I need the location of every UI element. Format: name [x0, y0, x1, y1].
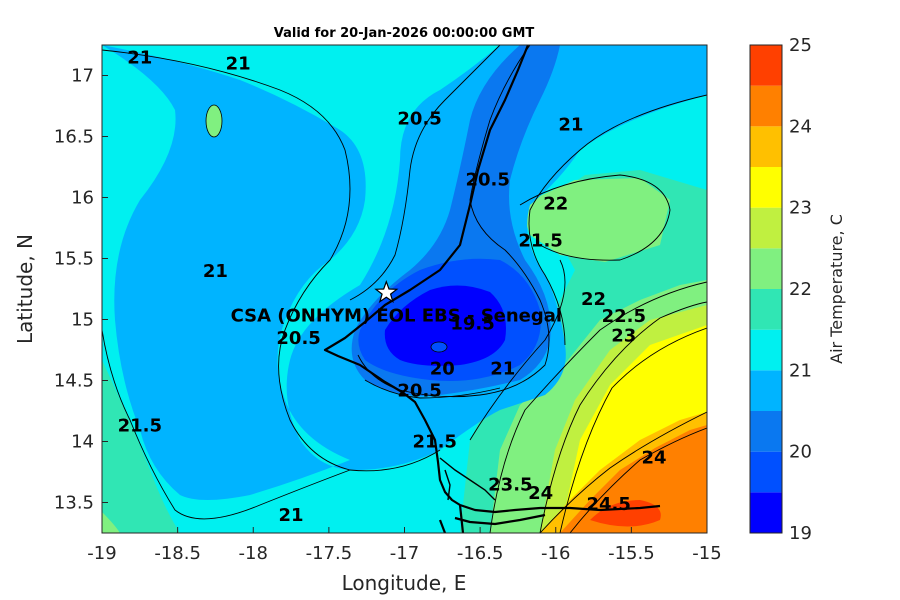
band-19 [384, 285, 506, 366]
colorbar-segment [750, 85, 782, 127]
y-tick-label: 15.5 [54, 249, 94, 270]
x-tick-label: -17.5 [306, 543, 353, 564]
contour-label: 21 [558, 114, 583, 135]
colorbar-segment [750, 411, 782, 452]
contour-label: 22 [581, 289, 606, 310]
contour-label: 20.5 [397, 380, 441, 401]
colorbar-segment [750, 289, 782, 330]
contour-label: 24.5 [586, 494, 630, 515]
colorbar-tick-label: 23 [789, 198, 812, 219]
colorbar-segment [750, 207, 782, 249]
colorbar-segment [750, 248, 782, 289]
colorbar-tick-label: 22 [789, 279, 812, 300]
x-tick-label: -15 [692, 543, 721, 564]
colorbar [750, 45, 782, 533]
contour-label: 21.5 [518, 230, 562, 251]
colorbar-tick-label: 25 [789, 35, 812, 56]
colorbar-segment [750, 370, 782, 411]
colorbar-segment [750, 167, 782, 208]
colorbar-tick-label: 24 [789, 116, 812, 137]
y-tick-label: 16 [71, 188, 94, 209]
station-star-icon[interactable] [374, 279, 399, 304]
contour-label: 24 [528, 483, 553, 504]
colorbar-segment [750, 126, 782, 167]
contour-label: 24 [642, 447, 667, 468]
x-axis-ticks: -19 -18.5 -18 -17.5 -17 -16.5 -16 -15.5 -15 [87, 527, 722, 564]
contour-label: 21 [203, 261, 228, 282]
colorbar-tick-label: 19 [789, 523, 812, 544]
colorbar-ticks: 19 20 21 22 23 24 25 [789, 35, 812, 544]
contour-label: 23.5 [488, 474, 532, 495]
plot-title: Valid for 20-Jan-2026 00:00:00 GMT [274, 26, 535, 41]
contour-label: 21 [490, 358, 515, 379]
x-tick-label: -18.5 [154, 543, 201, 564]
contour-label: 20 [430, 358, 455, 379]
band-22 [520, 178, 670, 262]
band-24 [560, 425, 707, 533]
band-22-southwest [102, 512, 120, 533]
contour-label: 20.5 [465, 169, 509, 190]
x-tick-label: -16 [541, 543, 570, 564]
contour-label: 21 [226, 53, 251, 74]
x-tick-label: -17 [390, 543, 419, 564]
station-marker-group[interactable]: CSA (ONHYM) EOL EBS - Senegal [231, 279, 563, 327]
y-tick-label: 14.5 [54, 371, 94, 392]
contour-lines [102, 45, 707, 533]
y-axis-label: Latitude, N [13, 234, 37, 344]
contour-label: 21 [127, 47, 152, 68]
x-tick-label: -19 [87, 543, 116, 564]
y-tick-label: 15 [71, 310, 94, 331]
contour-label: 21.5 [413, 432, 457, 453]
colorbar-label: Air Temperature, C [827, 214, 846, 364]
contour-label: 23 [611, 325, 636, 346]
contour-label: 22 [543, 194, 568, 215]
x-tick-label: -15.5 [608, 543, 655, 564]
y-tick-label: 14 [71, 432, 94, 453]
colorbar-frame [749, 44, 783, 534]
x-axis-label: Longitude, E [342, 571, 467, 595]
colorbar-segment [750, 45, 782, 86]
band-20-5 [102, 45, 707, 500]
colorbar-segment [750, 492, 782, 533]
colorbar-segment [750, 329, 782, 371]
contour-label: 19.5 [450, 313, 494, 334]
contour-label: 21.5 [118, 416, 162, 437]
colorbar-tick-label: 20 [789, 442, 812, 463]
band-21-5-west [102, 360, 180, 533]
contour-label: 21 [279, 505, 304, 526]
y-tick-label: 13.5 [54, 493, 94, 514]
station-label: CSA (ONHYM) EOL EBS - Senegal [231, 306, 563, 327]
y-tick-label: 17 [71, 66, 94, 87]
inland-borders [439, 457, 496, 501]
cold-patch-2 [430, 341, 448, 353]
colorbar-tick-label: 21 [789, 360, 812, 381]
y-tick-label: 16.5 [54, 127, 94, 148]
cold-patch [205, 104, 223, 138]
colorbar-segment [750, 451, 782, 493]
x-tick-label: -16.5 [457, 543, 504, 564]
y-axis-ticks: 13.5 14 14.5 15 15.5 16 16.5 17 [54, 66, 108, 514]
contour-label: 22.5 [602, 306, 646, 327]
coastline [323, 45, 661, 533]
contour-label: 20.5 [397, 108, 441, 129]
x-tick-label: -18 [239, 543, 268, 564]
contour-label: 20.5 [276, 328, 320, 349]
